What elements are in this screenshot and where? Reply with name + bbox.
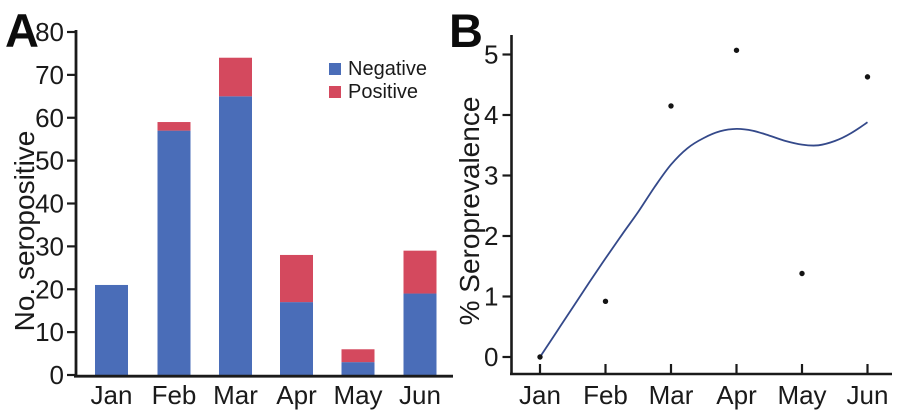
trend-line (539, 121, 868, 358)
y-tick-label: 1 (484, 282, 498, 312)
y-tick-label: 10 (35, 317, 64, 347)
panel-b-scatter-trend-chart: 0 1 2 3 4 5 Jan Feb Mar Apr May Jun (484, 35, 892, 410)
scatter-points-group (537, 47, 871, 360)
bar-negative-feb (157, 130, 191, 375)
bar-negative-jun (403, 293, 437, 375)
bar-positive-feb (157, 122, 191, 131)
panel-b-label: B (449, 4, 483, 57)
x-tick-label: Jan (91, 380, 133, 410)
y-tick-label: 3 (484, 161, 498, 191)
bar-positive-jun (403, 250, 437, 294)
y-tick-label: 0 (50, 360, 64, 390)
data-point-feb (602, 298, 609, 305)
x-tick-label: Jun (847, 380, 889, 410)
y-tick-label: 80 (35, 17, 64, 47)
y-tick-label: 2 (484, 221, 498, 251)
x-tick-label: Mar (213, 380, 258, 410)
legend-item-negative: Negative (329, 59, 427, 79)
bar-positive-mar (219, 57, 252, 97)
data-point-apr (733, 47, 740, 53)
bar-positive-apr (280, 254, 313, 303)
legend-label-positive: Positive (348, 81, 419, 103)
y-tick-label: 20 (35, 274, 64, 304)
x-tick-label: Jun (399, 380, 441, 410)
bar-negative-may (341, 362, 375, 375)
y-tick-label: 4 (484, 100, 498, 130)
x-tick-label: Apr (276, 380, 317, 410)
legend-label-negative: Negative (348, 58, 427, 80)
y-tick-label: 30 (35, 231, 64, 261)
x-tick-label: May (777, 380, 826, 410)
data-point-mar (668, 103, 674, 109)
data-point-jun (864, 74, 871, 80)
x-tick-label: Feb (583, 380, 628, 410)
legend: Negative Positive (329, 59, 427, 102)
x-tick-label: May (333, 380, 382, 410)
y-tick-label: 40 (35, 189, 64, 219)
y-tick-label: 5 (484, 40, 498, 70)
x-tick-label: Apr (716, 380, 757, 410)
data-point-jan (537, 354, 543, 360)
bars-group (95, 57, 437, 375)
negative-swatch-icon (329, 63, 341, 75)
x-ticks-group: Jan Feb Mar Apr May Jun (519, 364, 888, 410)
bar-negative-mar (219, 96, 252, 375)
legend-item-positive: Positive (329, 82, 427, 102)
positive-swatch-icon (329, 86, 341, 98)
x-tick-label: Feb (152, 380, 197, 410)
y-ticks-group: 0 10 20 30 40 50 60 70 80 (35, 17, 75, 390)
y-tick-label: 70 (35, 60, 64, 90)
y-tick-label: 50 (35, 146, 64, 176)
x-labels-group: Jan Feb Mar Apr May Jun (91, 380, 441, 410)
panel-a-stacked-bar-chart: 0 10 20 30 40 50 60 70 80 Jan Feb Mar Apr May Jun (35, 17, 453, 410)
x-tick-label: Jan (519, 380, 561, 410)
y-tick-label: 0 (484, 342, 498, 372)
bar-positive-may (341, 349, 375, 363)
data-point-may (799, 270, 805, 277)
y-ticks-group: 0 1 2 3 4 5 (484, 40, 511, 372)
x-tick-label: Mar (649, 380, 694, 410)
y-tick-label: 60 (35, 103, 64, 133)
panel-a-label: A (5, 4, 39, 57)
bar-negative-apr (280, 302, 313, 375)
bar-negative-jan (95, 284, 128, 375)
